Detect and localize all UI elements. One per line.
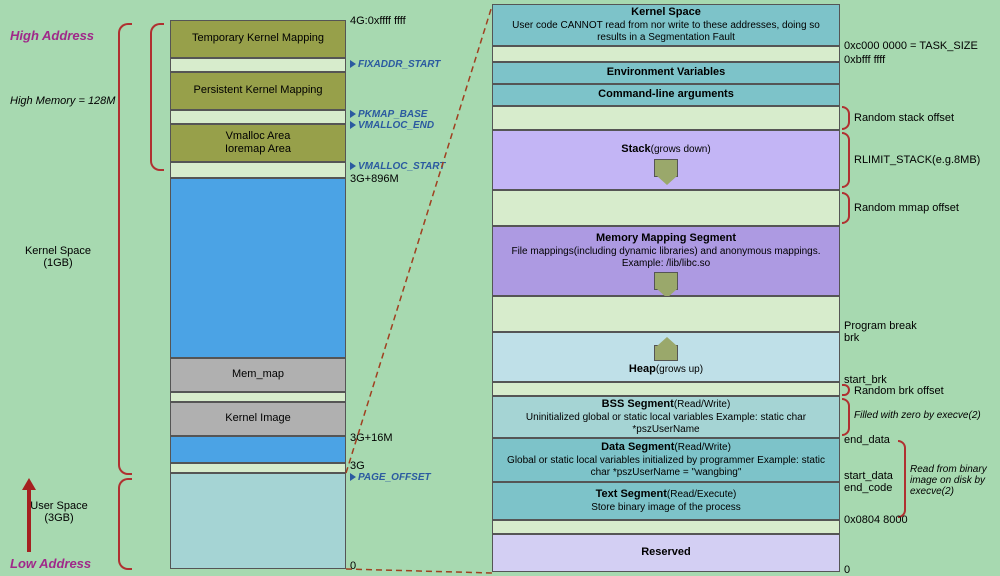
low-address-label: Low Address [10,556,91,571]
kernel-space-label: Kernel Space (1GB) [8,245,108,269]
brace-execve-zero [842,398,850,436]
gap-r2 [492,106,840,130]
heap-title: Heap [629,363,656,375]
addr-3g: 3G [350,460,365,472]
mmap-arrow-icon [654,272,678,290]
gap-r6 [492,520,840,534]
brace-rand-mmap [842,192,850,224]
vmalloc-l2: Ioremap Area [225,143,291,156]
brace-kernel-space [118,23,132,475]
addr-fixaddr: FIXADDR_START [350,59,440,70]
box-mmap: Memory Mapping Segment File mappings(inc… [492,226,840,296]
box-blue-upper [170,178,346,358]
gap-2 [170,110,346,124]
addr-end-data: end_data [844,434,890,446]
box-kernel-image: Kernel Image [170,402,346,436]
addr-rlimit: RLIMIT_STACK(e.g.8MB) [854,154,980,166]
bss-title: BSS Segment [602,398,674,410]
addr-bfff: 0xbfff ffff [844,54,885,66]
stack-note: (grows down) [651,144,711,155]
user-space-size: (3GB) [14,512,104,524]
brace-binary-read [898,440,906,518]
kernel-space-title: Kernel Space [631,6,701,19]
gap-r3 [492,190,840,226]
gap-3 [170,162,346,178]
box-mem-map: Mem_map [170,358,346,392]
gap-4 [170,392,346,402]
stack-title: Stack [621,143,650,155]
gap-r5 [492,382,840,396]
box-persistent-kernel-mapping: Persistent Kernel Mapping [170,72,346,110]
data-rw: (Read/Write) [674,442,731,453]
box-temp-kernel-mapping: Temporary Kernel Mapping [170,20,346,58]
addr-vmalloc-start: VMALLOC_START [350,161,445,172]
box-env-vars: Environment Variables [492,62,840,84]
user-space-text: User Space [14,500,104,512]
heap-note: (grows up) [656,364,703,375]
stack-arrow-icon [654,159,678,177]
user-space-label: User Space (3GB) [14,500,104,524]
brace-rand-brk [842,384,850,396]
addr-task-size: 0xc000 0000 = TASK_SIZE [844,40,978,52]
addr-3g16: 3G+16M [350,432,393,444]
box-cmd-args: Command-line arguments [492,84,840,106]
addr-pkmap: PKMAP_BASE [350,109,427,120]
mmap-note: File mappings(including dynamic librarie… [497,246,835,270]
addr-3g896: 3G+896M [350,173,399,185]
addr-zero-right: 0 [844,564,850,576]
bss-rw: (Read/Write) [674,399,731,410]
brace-high-memory [150,23,164,171]
box-kernel-space: Kernel Space User code CANNOT read from … [492,4,840,46]
addr-page-offset: PAGE_OFFSET [350,472,431,483]
heap-arrow-icon [654,345,678,361]
gap-1 [170,58,346,72]
box-blue-lower [170,436,346,463]
mmap-title: Memory Mapping Segment [596,232,736,245]
data-title: Data Segment [601,441,674,453]
addr-4g: 4G:0xffff ffff [350,15,406,27]
box-reserved: Reserved [492,534,840,572]
box-heap: Heap(grows up) [492,332,840,382]
brace-user-space [118,478,132,570]
high-address-label: High Address [10,28,94,43]
kernel-space-size: (1GB) [8,257,108,269]
addr-random-brk: Random brk offset [854,385,944,397]
box-user-space-blank [170,473,346,569]
text-note: Store binary image of the process [591,502,741,514]
gap-r1 [492,46,840,62]
bss-note: Uninitialized global or static local var… [497,412,835,436]
kernel-space-note: User code CANNOT read from nor write to … [497,20,835,44]
box-data: Data Segment(Read/Write) Global or stati… [492,438,840,482]
gap-r4 [492,296,840,332]
addr-random-stack: Random stack offset [854,112,954,124]
addr-start-data: start_data [844,470,893,482]
gap-5 [170,463,346,473]
high-memory-note: High Memory = 128M [10,95,115,107]
box-bss: BSS Segment(Read/Write) Uninitialized gl… [492,396,840,438]
addr-brk: brk [844,332,859,344]
box-text: Text Segment(Read/Execute) Store binary … [492,482,840,520]
text-title: Text Segment [596,488,667,500]
addr-random-mmap: Random mmap offset [854,202,959,214]
addr-binary-read: Read from binary image on disk by execve… [910,464,998,497]
kernel-space-text: Kernel Space [8,245,108,257]
box-stack: Stack(grows down) [492,130,840,190]
addr-vmalloc-end: VMALLOC_END [350,120,434,131]
addr-program-break: Program break [844,320,917,332]
brace-rand-stack [842,106,850,130]
vmalloc-l1: Vmalloc Area [226,130,291,143]
addr-end-code: end_code [844,482,892,494]
brace-rlimit [842,132,850,188]
box-vmalloc: Vmalloc Area Ioremap Area [170,124,346,162]
addr-execve-zero: Filled with zero by execve(2) [854,410,981,421]
addr-0804: 0x0804 8000 [844,514,908,526]
addr-zero-left: 0 [350,560,356,572]
data-note: Global or static local variables initial… [497,455,835,479]
text-rw: (Read/Execute) [667,489,736,500]
